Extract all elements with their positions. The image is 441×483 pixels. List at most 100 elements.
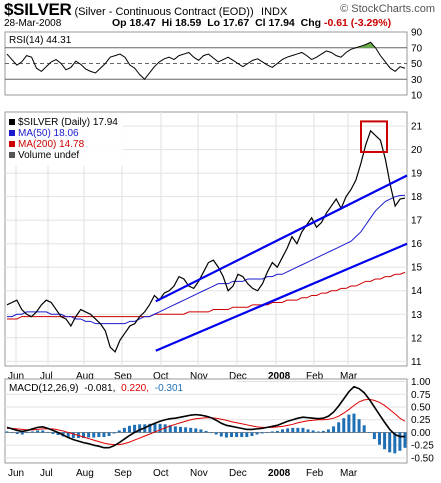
- macd-histogram-bar: [168, 425, 172, 433]
- macd-tick-label: 0.25: [411, 415, 431, 426]
- macd-histogram-bar: [240, 432, 244, 438]
- price-tick-label: 21: [411, 122, 423, 133]
- macd-histogram-bar: [20, 432, 24, 435]
- macd-histogram-bar: [87, 432, 91, 438]
- macd-histogram-bar: [138, 424, 142, 433]
- macd-histogram-bar: [326, 429, 330, 433]
- price-x-tick-label: Mar: [340, 371, 358, 382]
- price-x-tick-label: 2008: [268, 371, 291, 382]
- macd-histogram-bar: [36, 430, 40, 433]
- macd-value: -0.081,: [84, 383, 115, 394]
- price-tick-label: 12: [411, 333, 423, 344]
- macd-histogram-bar: [281, 429, 285, 433]
- rsi-tick-label: 30: [411, 75, 423, 86]
- legend-swatch: [9, 119, 15, 125]
- macd-histogram-bar: [224, 432, 228, 438]
- macd-tick-label: -0.50: [411, 453, 434, 464]
- symbol-text: $SILVER: [4, 0, 72, 19]
- change-label: Chg: [300, 17, 322, 29]
- macd-histogram-bar: [41, 430, 45, 433]
- macd-histogram-bar: [347, 414, 351, 433]
- macd-x-tick-label: Aug: [76, 468, 94, 479]
- macd-histogram-bar: [250, 432, 254, 437]
- macd-histogram-bar: [112, 432, 116, 434]
- macd-x-tick-label: Jun: [8, 468, 24, 479]
- price-x-tick-label: Dec: [229, 371, 247, 382]
- volume-legend-icon: [9, 152, 15, 158]
- macd-tick-label: 0.00: [411, 428, 431, 439]
- macd-histogram-bar: [398, 432, 402, 451]
- macd-histogram-bar: [214, 432, 218, 435]
- price-x-tick-label: Sep: [114, 371, 132, 382]
- rsi-tick-label: 70: [411, 43, 423, 54]
- price-tick-label: 19: [411, 169, 423, 180]
- legend-label: MA(50) 18.06: [18, 128, 79, 139]
- trend-channel-line: [155, 174, 408, 303]
- macd-hist-value: -0.301: [155, 383, 184, 394]
- macd-histogram-bar: [204, 430, 208, 433]
- macd-histogram-bar: [209, 432, 213, 434]
- macd-signal-value: 0.220,: [121, 383, 149, 394]
- macd-tick-label: -0.25: [411, 441, 434, 452]
- price-tick-label: 13: [411, 310, 423, 321]
- macd-x-tick-label: Oct: [153, 468, 169, 479]
- price-x-tick-label: Jul: [40, 371, 53, 382]
- macd-histogram-bar: [15, 432, 19, 434]
- macd-x-tick-label: Sep: [114, 468, 132, 479]
- macd-histogram-bar: [286, 428, 290, 433]
- macd-histogram-bar: [184, 427, 188, 433]
- macd-histogram-bar: [102, 432, 106, 438]
- macd-histogram-bar: [66, 432, 70, 438]
- macd-histogram-bar: [158, 423, 162, 433]
- macd-x-tick-label: Mar: [340, 468, 358, 479]
- macd-histogram-bar: [362, 425, 366, 433]
- macd-histogram-bar: [148, 423, 152, 433]
- low-value: 17.67: [222, 17, 250, 29]
- change-value: -0.61 (-3.29%): [323, 17, 392, 29]
- macd-label: MACD(12,26,9) -0.081, 0.220, -0.301: [9, 383, 184, 394]
- price-tick-label: 20: [411, 145, 423, 156]
- rsi-tick-label: 10: [411, 91, 423, 102]
- rsi-tick-label: 90: [411, 28, 423, 39]
- rsi-tick-label: 50: [411, 59, 423, 70]
- macd-histogram-bar: [194, 428, 198, 433]
- macd-x-tick-label: Nov: [190, 468, 208, 479]
- macd-histogram-bar: [260, 432, 264, 434]
- macd-panel: -0.50-0.25 0.00 0.250.50 0.75 1.00 MACD(12,2…: [4, 377, 434, 479]
- price-tick-label: 18: [411, 192, 423, 203]
- macd-tick-label: 0.75: [411, 390, 431, 401]
- legend-label: Volume undef: [18, 150, 79, 161]
- price-tick-label: 16: [411, 239, 423, 250]
- macd-x-tick-label: Jul: [40, 468, 53, 479]
- brand-label: © StockCharts.com: [340, 3, 435, 15]
- macd-x-tick-label: Dec: [229, 468, 247, 479]
- macd-tick-label: 0.50: [411, 403, 431, 414]
- macd-histogram-bar: [337, 422, 341, 433]
- macd-tick-label: 1.00: [411, 377, 431, 388]
- macd-histogram-bar: [178, 426, 182, 433]
- macd-histogram-bar: [316, 431, 320, 433]
- macd-histogram-bar: [189, 427, 193, 433]
- macd-histogram-bar: [393, 432, 397, 454]
- open-label: Op: [112, 17, 127, 29]
- macd-histogram-bar: [403, 432, 407, 448]
- price-x-tick-label: Nov: [190, 371, 208, 382]
- macd-histogram-bar: [352, 413, 356, 433]
- legend-swatch: [9, 130, 15, 136]
- macd-histogram-bar: [321, 430, 325, 433]
- macd-histogram-bar: [153, 423, 157, 433]
- macd-histogram-bar: [245, 432, 249, 438]
- price-tick-label: 14: [411, 286, 423, 297]
- high-value: 18.59: [175, 17, 202, 29]
- rsi-label-bg: [7, 33, 103, 45]
- rsi-panel: 10 30 50 70 90 RSI(14) 44.31: [4, 28, 423, 102]
- macd-histogram-bar: [122, 427, 126, 433]
- macd-histogram-bar: [270, 431, 274, 433]
- macd-histogram-bar: [82, 432, 86, 439]
- macd-histogram-bar: [173, 426, 177, 433]
- macd-signal-line: [7, 398, 406, 446]
- macd-histogram-bar: [107, 432, 111, 437]
- price-x-tick-label: Jun: [8, 371, 24, 382]
- macd-histogram-bar: [31, 431, 35, 433]
